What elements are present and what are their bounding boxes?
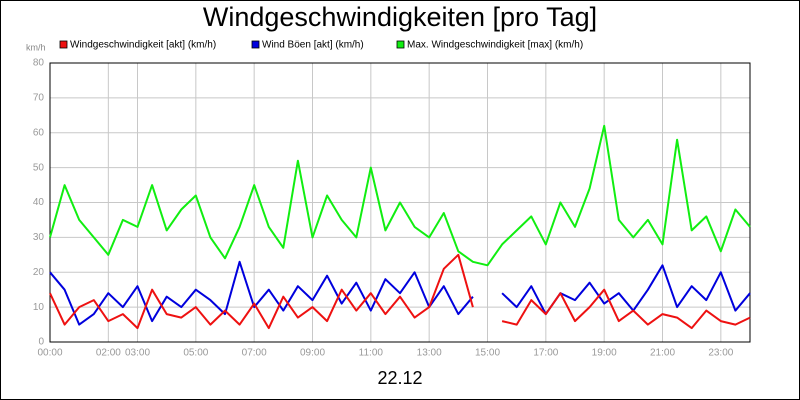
y-tick-label: 10 [33,302,45,313]
x-axis-label: 22.12 [377,368,422,388]
plot-border [49,62,751,343]
y-tick-label: 30 [33,232,45,243]
x-tick-label: 05:00 [183,348,208,359]
series-line [49,260,474,326]
x-tick-label: 21:00 [650,348,675,359]
legend-swatch [251,40,260,49]
y-tick-label: 20 [33,267,45,278]
series-line [49,124,751,267]
x-tick-label: 19:00 [592,348,617,359]
y-tick-label: 50 [33,162,45,173]
legend-label: Windgeschwindigkeit [akt] (km/h) [70,40,216,51]
y-tick-label: 0 [38,337,44,348]
y-tick-label: 60 [33,127,45,138]
legend-swatch [396,40,405,49]
legend-label: Wind Böen [akt] (km/h) [262,40,364,51]
series-line [49,253,474,330]
x-tick-label: 11:00 [359,348,384,359]
x-tick-label: 03:00 [125,348,150,359]
legend-swatch [59,40,68,49]
y-tick-label: 70 [33,93,45,104]
x-tick-label: 13:00 [417,348,442,359]
x-tick-label: 09:00 [300,348,325,359]
x-tick-label: 07:00 [242,348,267,359]
y-tick-label: 40 [33,197,45,208]
series-line [501,264,751,316]
x-tick-label: 17:00 [533,348,558,359]
legend-label: Max. Windgeschwindigkeit [max] (km/h) [407,40,583,51]
x-tick-label: 23:00 [708,348,733,359]
x-tick-label: 02:00 [96,348,121,359]
y-tick-label: 80 [33,58,45,69]
x-tick-label: 15:00 [475,348,500,359]
y-axis-unit: km/h [26,42,46,52]
x-tick-label: 00:00 [37,348,62,359]
chart-title: Windgeschwindigkeiten [pro Tag] [203,2,597,32]
series-line [501,288,751,330]
